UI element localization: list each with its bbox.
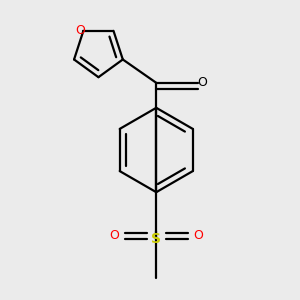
Text: S: S [151, 232, 161, 246]
Text: O: O [75, 24, 85, 37]
Text: O: O [110, 230, 120, 242]
Text: O: O [193, 230, 203, 242]
Text: O: O [198, 76, 207, 89]
